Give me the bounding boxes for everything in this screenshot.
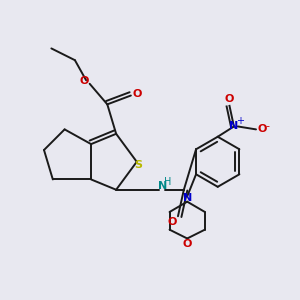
Text: O: O xyxy=(258,124,267,134)
Text: O: O xyxy=(167,217,177,226)
Text: O: O xyxy=(225,94,234,104)
Text: N: N xyxy=(158,181,167,191)
Text: O: O xyxy=(80,76,89,86)
Text: N: N xyxy=(183,193,192,203)
Text: +: + xyxy=(236,116,244,126)
Text: S: S xyxy=(134,160,142,170)
Text: O: O xyxy=(133,89,142,99)
Text: -: - xyxy=(265,121,269,131)
Text: N: N xyxy=(229,122,239,131)
Text: O: O xyxy=(182,239,192,249)
Text: H: H xyxy=(164,176,171,187)
